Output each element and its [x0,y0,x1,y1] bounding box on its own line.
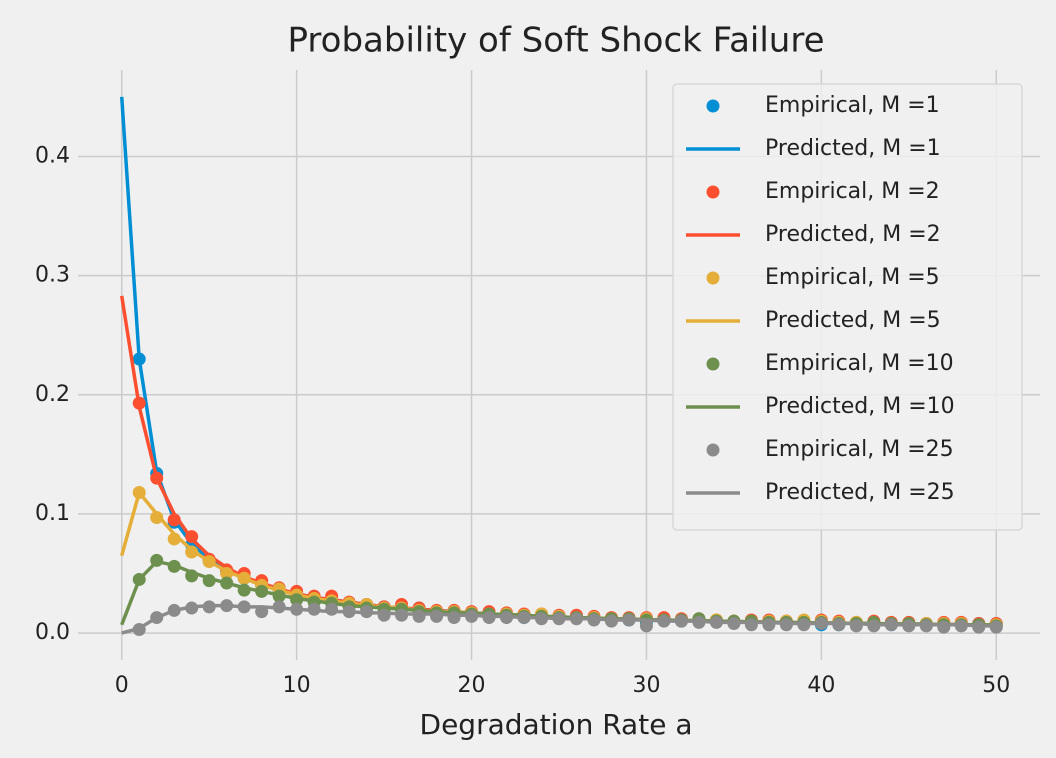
legend-label: Empirical, M =5 [765,265,940,290]
line [121,603,997,635]
legend-label: Empirical, M =1 [765,93,940,118]
point [639,619,653,633]
point [937,620,951,634]
point [430,609,444,623]
legend-label: Predicted, M =1 [765,136,941,161]
legend-marker [706,443,720,457]
legend-marker [706,271,720,285]
y-tick-label: 0.3 [35,263,70,288]
legend-label: Predicted, M =2 [765,222,941,247]
legend-label: Empirical, M =25 [765,437,954,462]
point [447,611,461,625]
plot-area [119,96,1003,636]
point [744,618,758,632]
legend: Empirical, M =1 Predicted, M =1 Empirical,… [672,83,1023,531]
legend-box [672,83,1023,531]
y-tick-label: 0.4 [35,143,70,168]
x-tick-label: 10 [283,673,311,698]
y-tick-label: 0.2 [35,382,70,407]
point [762,618,776,632]
legend-marker [706,357,720,371]
legend-label: Empirical, M =10 [765,351,954,376]
y-tick-label: 0.0 [35,620,70,645]
x-tick-label: 40 [807,673,835,698]
x-axis-label: Degradation Rate a [420,708,693,741]
legend-label: Predicted, M =10 [765,394,955,419]
legend-label: Predicted, M =25 [765,480,955,505]
x-tick-label: 50 [982,673,1010,698]
chart-title: Probability of Soft Shock Failure [288,21,825,61]
x-tick-label: 30 [632,673,660,698]
legend-label: Predicted, M =5 [765,308,941,333]
point [412,609,426,623]
legend-label: Empirical, M =2 [765,179,940,204]
point [325,602,339,616]
legend-marker [706,99,720,113]
y-tick-label: 0.1 [35,501,70,526]
point [150,511,164,525]
legend-marker [706,185,720,199]
x-tick-label: 0 [115,673,129,698]
point [849,619,863,633]
x-tick-label: 20 [458,673,486,698]
point [377,608,391,622]
